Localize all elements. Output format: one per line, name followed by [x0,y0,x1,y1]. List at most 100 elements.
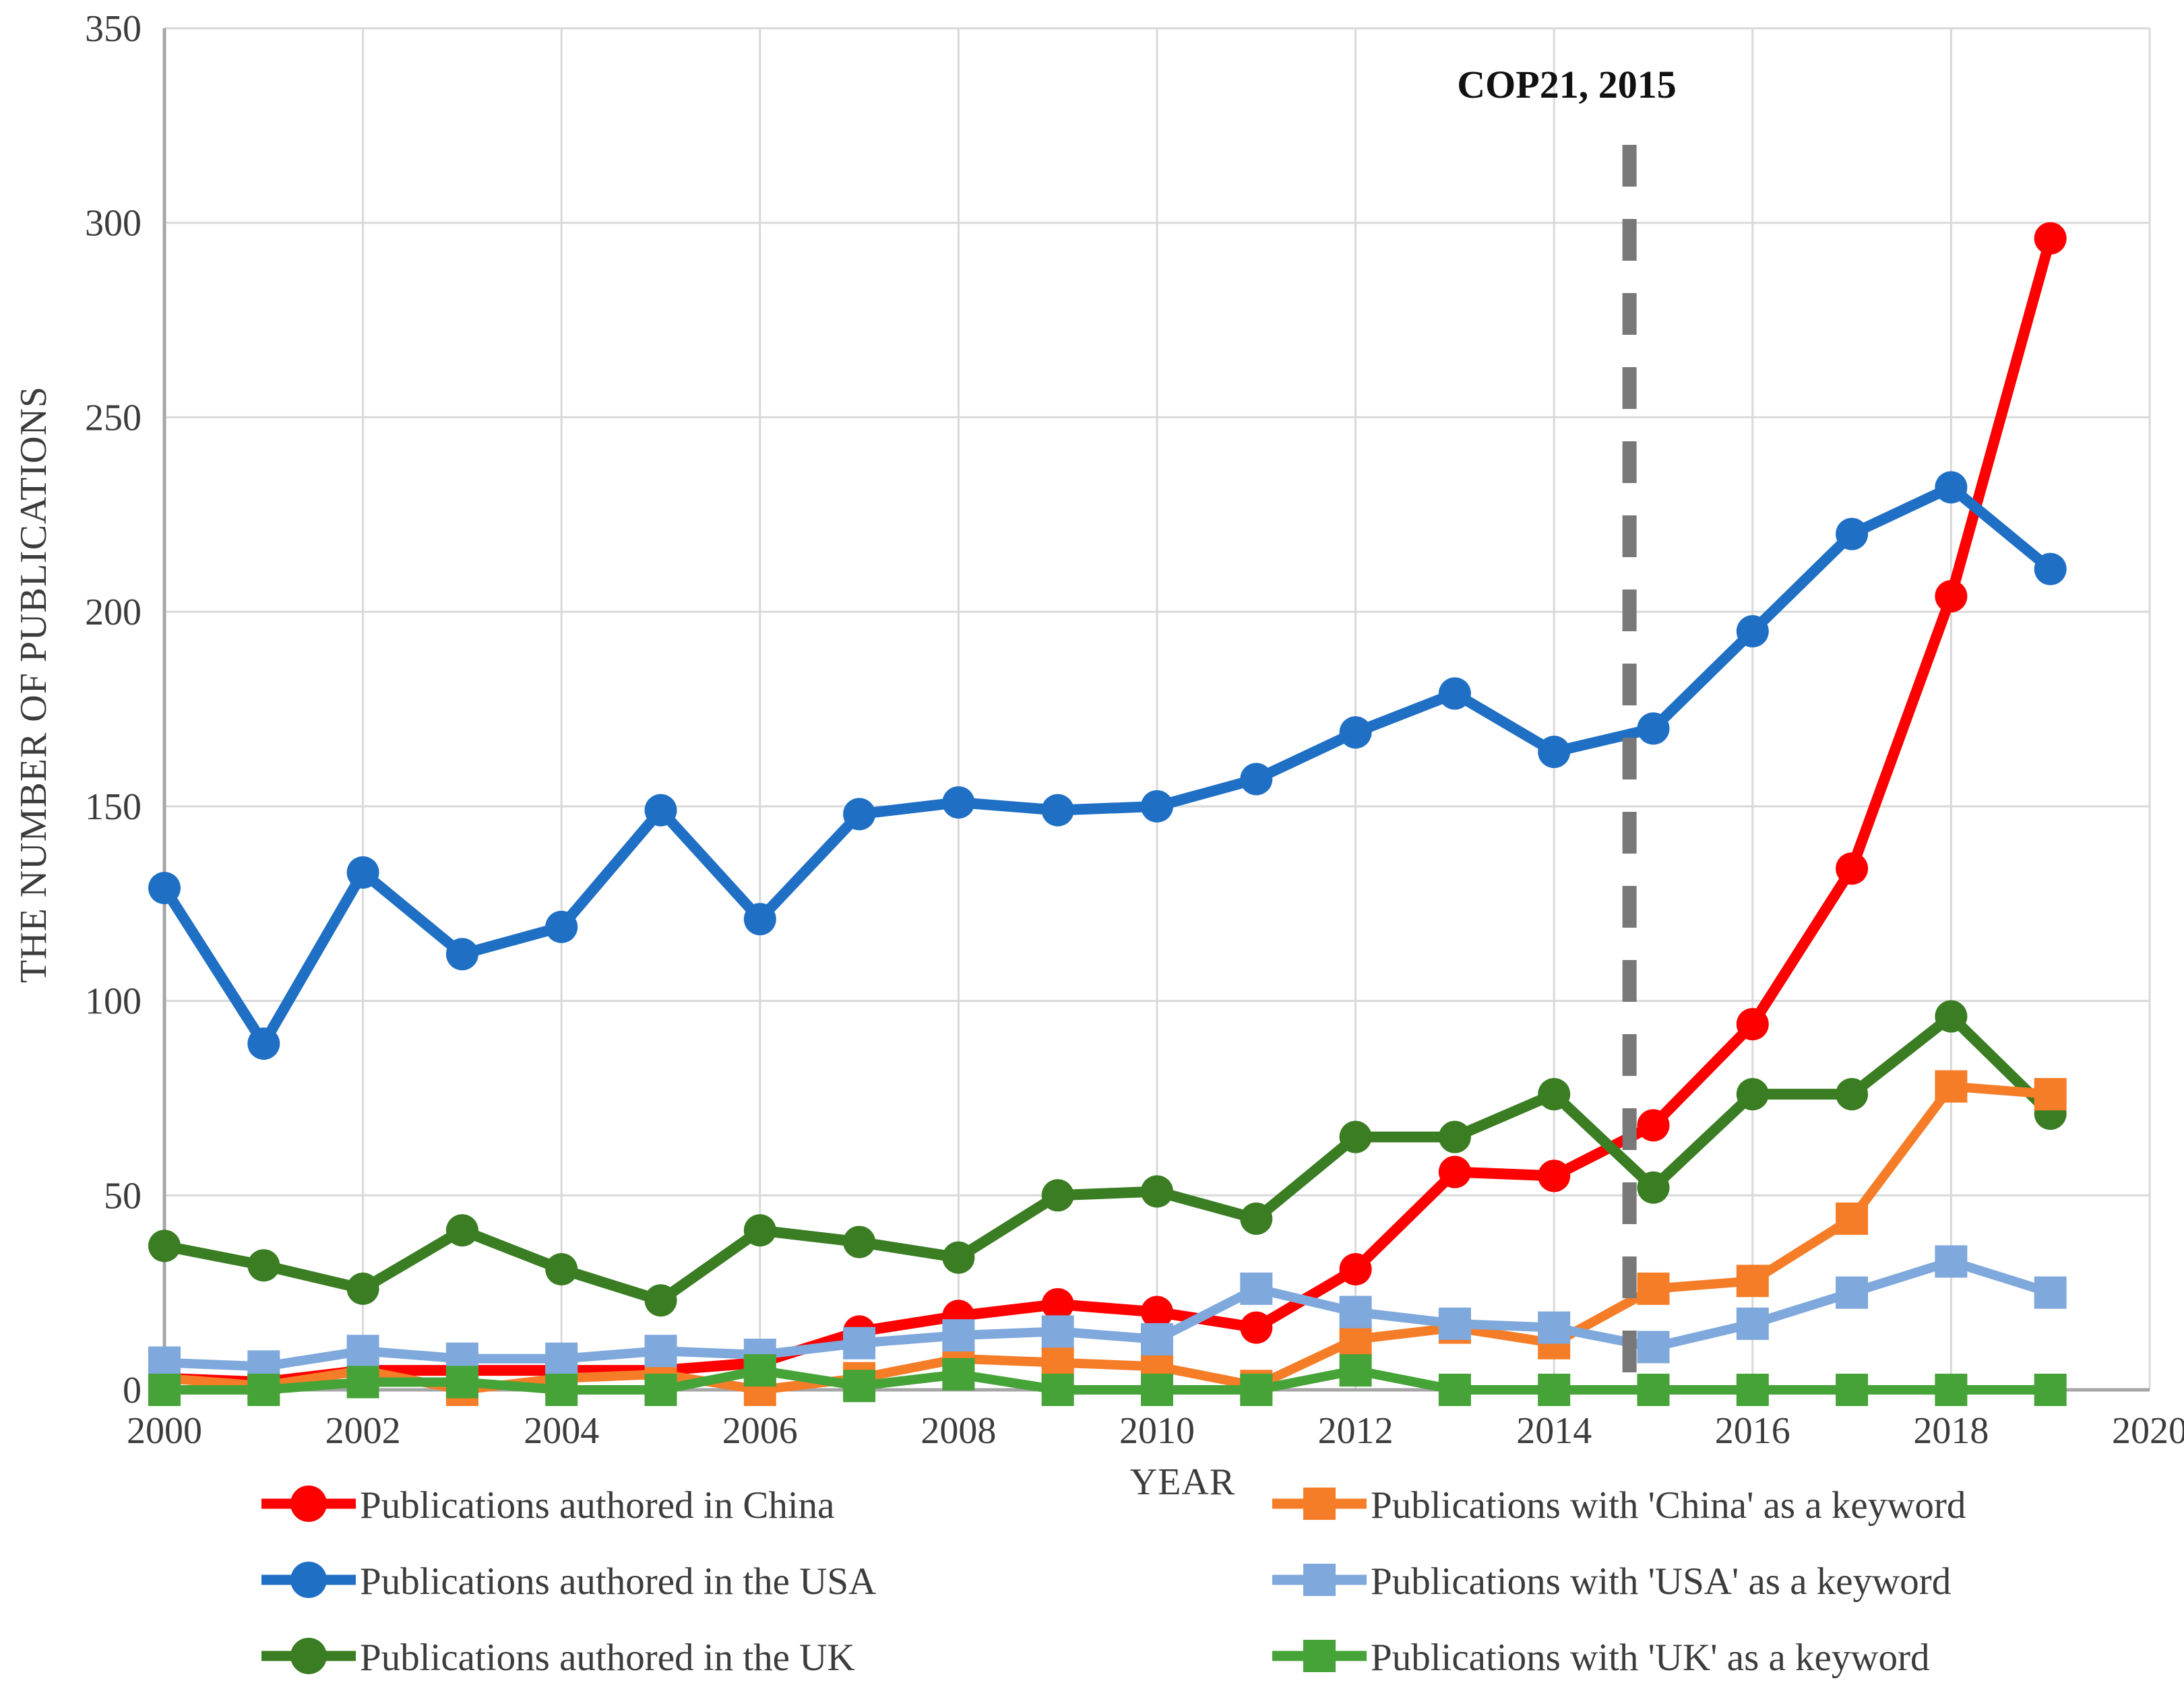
legend-swatch-circle-icon [261,1634,356,1681]
data-point-usa-keyword [1141,1322,1173,1355]
data-point-uk-authored [1538,1078,1571,1111]
y-tick-label: 150 [85,786,142,828]
data-point-uk-authored [843,1225,876,1258]
data-point-china-keyword [1836,1202,1869,1235]
data-point-usa-keyword [1438,1307,1471,1340]
data-point-uk-keyword [843,1370,876,1403]
y-tick-label: 100 [85,981,142,1023]
y-tick-label: 300 [85,203,142,245]
data-point-uk-keyword [743,1354,776,1387]
data-point-china-authored [1041,1287,1074,1320]
data-point-china-authored [1438,1155,1471,1188]
legend-column-keyword: Publications with 'China' as a keyword Pu… [1272,1467,1966,1691]
series-line-uk-keyword [164,1366,2051,1395]
data-point-china-keyword [1339,1322,1372,1355]
data-point-uk-keyword [1836,1374,1869,1406]
legend-label: Publications with 'UK' as a keyword [1371,1636,1930,1679]
x-tick-label: 2020 [2112,1410,2184,1452]
data-point-usa-authored [148,872,181,905]
legend-item-china-authored: Publications authored in China [261,1467,876,1543]
data-point-usa-keyword [1041,1315,1074,1348]
data-point-usa-keyword [1637,1331,1670,1364]
data-point-uk-authored [1736,1078,1769,1111]
x-tick-label: 2006 [722,1410,798,1452]
data-point-china-authored [1935,580,1968,613]
data-point-uk-authored [743,1214,776,1247]
series-line-uk-authored [163,1011,2055,1306]
data-point-usa-keyword [1935,1245,1968,1278]
data-point-usa-authored [545,910,578,943]
data-point-usa-authored [1538,736,1571,769]
data-point-china-authored [1141,1296,1173,1329]
data-point-uk-keyword [1041,1374,1074,1406]
data-point-usa-keyword [644,1335,677,1368]
data-point-uk-authored [942,1241,975,1274]
x-tick-label: 2018 [1913,1410,1989,1452]
y-tick-label: 200 [85,592,142,633]
data-point-china-keyword [1736,1265,1769,1298]
legend-item-uk-keyword: Publications with 'UK' as a keyword [1272,1620,1966,1691]
legend-label: Publications with 'China' as a keyword [1371,1484,1966,1527]
data-point-usa-authored [445,938,478,971]
data-point-usa-authored [346,856,379,889]
data-point-uk-authored [1438,1120,1471,1153]
legend-swatch-square-icon [1272,1482,1367,1529]
data-point-china-authored [1836,852,1869,885]
x-tick-label: 2014 [1516,1410,1592,1452]
legend-label: Publications authored in the UK [360,1636,855,1679]
data-point-uk-keyword [1240,1374,1273,1406]
data-point-uk-keyword [545,1374,578,1406]
data-point-uk-authored [1637,1171,1670,1204]
x-tick-label: 2000 [127,1410,202,1452]
x-tick-label: 2016 [1715,1410,1790,1452]
data-point-usa-keyword [1736,1307,1769,1340]
data-point-uk-keyword [1339,1354,1372,1387]
data-point-uk-authored [247,1249,280,1282]
x-tick-label: 2008 [921,1410,996,1452]
data-point-usa-authored [1240,763,1273,796]
cop21-annotation-label: COP21, 2015 [1457,63,1677,106]
data-point-china-keyword [1637,1272,1670,1305]
data-point-uk-authored [445,1214,478,1247]
x-tick-label: 2002 [325,1410,401,1452]
legend-label: Publications authored in the USA [360,1560,877,1603]
data-point-usa-authored [1637,712,1670,745]
x-tick-label: 2010 [1119,1410,1195,1452]
y-tick-label: 0 [123,1370,142,1411]
data-point-usa-keyword [148,1346,181,1379]
data-point-usa-keyword [346,1335,379,1368]
data-point-uk-authored [1339,1120,1372,1153]
data-point-usa-keyword [1538,1311,1571,1344]
y-axis-title: THE NUMBER OF PUBLICATIONS [13,385,55,984]
data-point-uk-keyword [1538,1374,1571,1406]
data-point-china-keyword [2034,1078,2067,1111]
x-axis-title: YEAR [1129,1461,1236,1503]
data-point-uk-keyword [644,1374,677,1406]
data-point-usa-authored [247,1027,280,1060]
data-point-usa-authored [1339,716,1372,749]
legend-item-china-keyword: Publications with 'China' as a keyword [1272,1467,1966,1543]
data-point-usa-keyword [843,1327,876,1360]
y-tick-label: 350 [85,8,142,50]
data-point-usa-authored [1438,677,1471,710]
data-point-usa-keyword [2034,1276,2067,1309]
data-point-usa-keyword [1339,1296,1372,1329]
data-point-usa-keyword [942,1319,975,1352]
legend-swatch-square-icon [1272,1634,1367,1681]
x-tick-label: 2012 [1318,1410,1394,1452]
legend-swatch-circle-icon [261,1558,356,1605]
data-point-china-authored [1736,1008,1769,1041]
data-point-usa-authored [1736,615,1769,648]
legend-swatch-square-icon [1272,1558,1367,1605]
data-point-china-authored [1339,1252,1372,1285]
y-tick-label: 50 [104,1175,142,1217]
series-markers-uk-keyword [148,1354,2067,1406]
data-point-china-authored [2034,222,2067,255]
series-line-china-authored [164,236,2056,1388]
data-point-uk-keyword [346,1366,379,1399]
data-point-usa-authored [1041,794,1074,827]
legend-item-uk-authored: Publications authored in the UK [261,1620,876,1691]
data-point-uk-authored [1836,1078,1869,1111]
